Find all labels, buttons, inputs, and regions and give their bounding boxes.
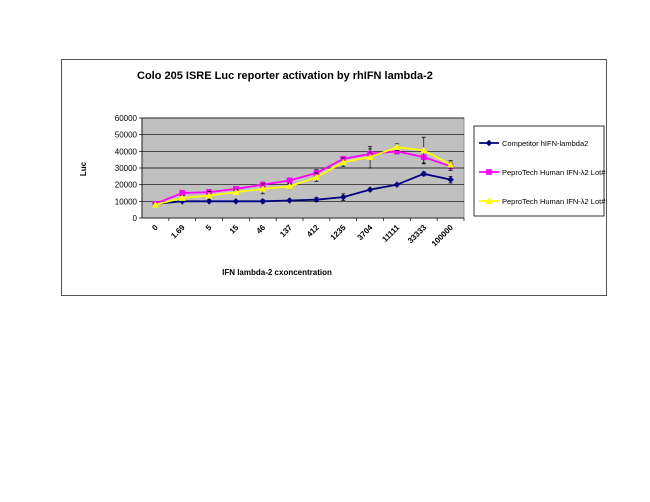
data-point [285,182,294,190]
legend-label: Competitor hIFN-lambda2 [502,139,588,148]
legend-item: PeproTech Human IFN-λ2 Lot# 2 [479,197,608,206]
x-tick-label: 15 [228,223,241,236]
chart-title: Colo 205 ISRE Luc reporter activation by… [137,70,433,82]
legend-items: Competitor hIFN-lambda2 PeproTech Human I… [479,139,608,206]
x-tick-label: 11111 [380,223,401,244]
chart-frame: Colo 205 ISRE Luc reporter activation by… [61,59,608,296]
legend-label: PeproTech Human IFN-λ2 Lot# 2 [502,197,608,206]
x-tick-label: 1.69 [169,223,187,241]
legend-marker [485,197,493,204]
y-tick-label: 40000 [115,147,138,156]
data-point [151,200,160,208]
data-point [312,173,321,181]
data-point [232,197,240,205]
plot-area [139,117,465,221]
series-line [155,150,451,205]
data-point [232,188,240,196]
x-tick-label: 0 [150,223,160,233]
data-point [205,191,213,199]
data-point [393,181,401,189]
y-tick-label: 10000 [115,197,138,206]
data-point [286,177,293,184]
legend-marker [486,169,492,175]
data-point [366,186,374,194]
x-tick-label: 46 [255,223,268,236]
y-tick-label: 0 [133,214,138,223]
data-point [366,153,374,161]
data-point [393,143,401,151]
x-tick-label: 137 [278,223,294,239]
legend: Competitor hIFN-lambda2 PeproTech Human I… [473,125,608,217]
y-tick-label: 30000 [115,164,138,173]
x-tick-label: 1235 [329,223,348,242]
data-point [339,158,347,166]
x-tick-label: 5 [204,223,214,233]
legend-marker [485,139,493,147]
data-point [447,176,454,184]
data-point [420,146,428,154]
data-point [178,194,186,201]
chart: Colo 205 ISRE Luc reporter activation by… [79,70,608,277]
y-tick-label: 50000 [115,131,138,140]
data-point [286,197,293,204]
data-point [446,160,455,168]
series-line [155,146,452,206]
y-tick-label: 20000 [115,181,138,190]
x-tick-label: 412 [305,223,321,239]
y-axis-label: Luc [79,161,88,176]
series-3 [151,136,455,208]
legend-item: Competitor hIFN-lambda2 [479,139,588,148]
data-point [339,193,347,201]
legend-item: PeproTech Human IFN-λ2 Lot# 1 [479,168,608,177]
data-point [420,170,428,178]
data-point [259,197,267,205]
x-tick-label: 3704 [356,223,375,242]
data-point [259,185,267,192]
y-tick-label: 60000 [115,114,138,123]
series-line [155,172,451,205]
series-layer [151,136,455,208]
x-tick-label: 100000 [430,223,456,249]
legend-label: PeproTech Human IFN-λ2 Lot# 1 [502,168,608,177]
x-axis-label: IFN lambda-2 cxoncentration [222,268,332,277]
x-tick-label: 33333 [406,223,428,245]
data-point [313,196,320,204]
